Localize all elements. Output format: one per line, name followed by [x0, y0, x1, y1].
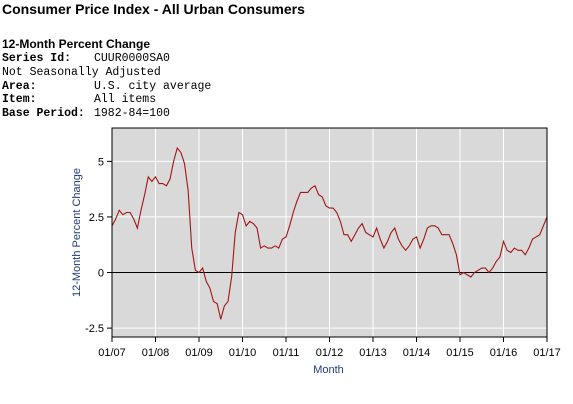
- chart-subtitle: 12-Month Percent Change: [2, 37, 151, 51]
- page-title: Consumer Price Index - All Urban Consume…: [2, 1, 305, 17]
- grid-lines: [112, 128, 547, 337]
- meta-row-adjustment: Not Seasonally Adjusted: [2, 66, 211, 80]
- meta-label: Series Id:: [2, 52, 72, 65]
- x-axis-ticks: 01/07 01/08 01/09 01/10 01/11 01/12 01/13 01/14…: [98, 337, 561, 359]
- x-tick-label: 01/08: [142, 347, 170, 359]
- y-tick-label: 5: [98, 156, 104, 168]
- meta-label: Item:: [2, 93, 37, 107]
- meta-row-item: Item: All items: [2, 93, 211, 107]
- x-tick-label: 01/09: [185, 347, 213, 359]
- meta-row-base-period: Base Period: 1982-84=100: [2, 107, 211, 121]
- meta-value: All items: [94, 93, 157, 107]
- x-tick-label: 01/10: [229, 347, 257, 359]
- meta-value: U.S. city average: [94, 79, 212, 93]
- x-tick-label: 01/14: [403, 347, 431, 359]
- y-tick-label: 0: [98, 268, 104, 280]
- meta-value: 1982-84=100: [94, 107, 170, 121]
- series-metadata: Series Id: CUUR0000SA0 Not Seasonally Adj…: [2, 52, 211, 121]
- meta-row-series-id: Series Id: CUUR0000SA0: [2, 52, 211, 66]
- meta-label: Not Seasonally Adjusted: [2, 65, 161, 79]
- x-axis-title: Month: [313, 364, 344, 376]
- y-axis-title: 12-Month Percent Change: [71, 168, 83, 297]
- series-line-cpi: [111, 146, 548, 320]
- x-tick-label: 01/15: [446, 347, 474, 359]
- x-tick-label: 01/07: [98, 347, 126, 359]
- y-axis-ticks: -2.5 0 2.5 5: [85, 156, 112, 335]
- y-tick-label: -2.5: [85, 323, 104, 335]
- meta-row-area: Area: U.S. city average: [2, 80, 211, 94]
- y-tick-label: 2.5: [89, 212, 104, 224]
- x-tick-label: 01/13: [359, 347, 387, 359]
- x-tick-label: 01/17: [533, 347, 561, 359]
- meta-label: Base Period:: [2, 107, 85, 121]
- meta-label: Area:: [2, 79, 37, 93]
- x-tick-label: 01/16: [490, 347, 518, 359]
- x-tick-label: 01/11: [273, 347, 300, 359]
- meta-value: CUUR0000SA0: [94, 52, 170, 65]
- x-tick-label: 01/12: [316, 347, 344, 359]
